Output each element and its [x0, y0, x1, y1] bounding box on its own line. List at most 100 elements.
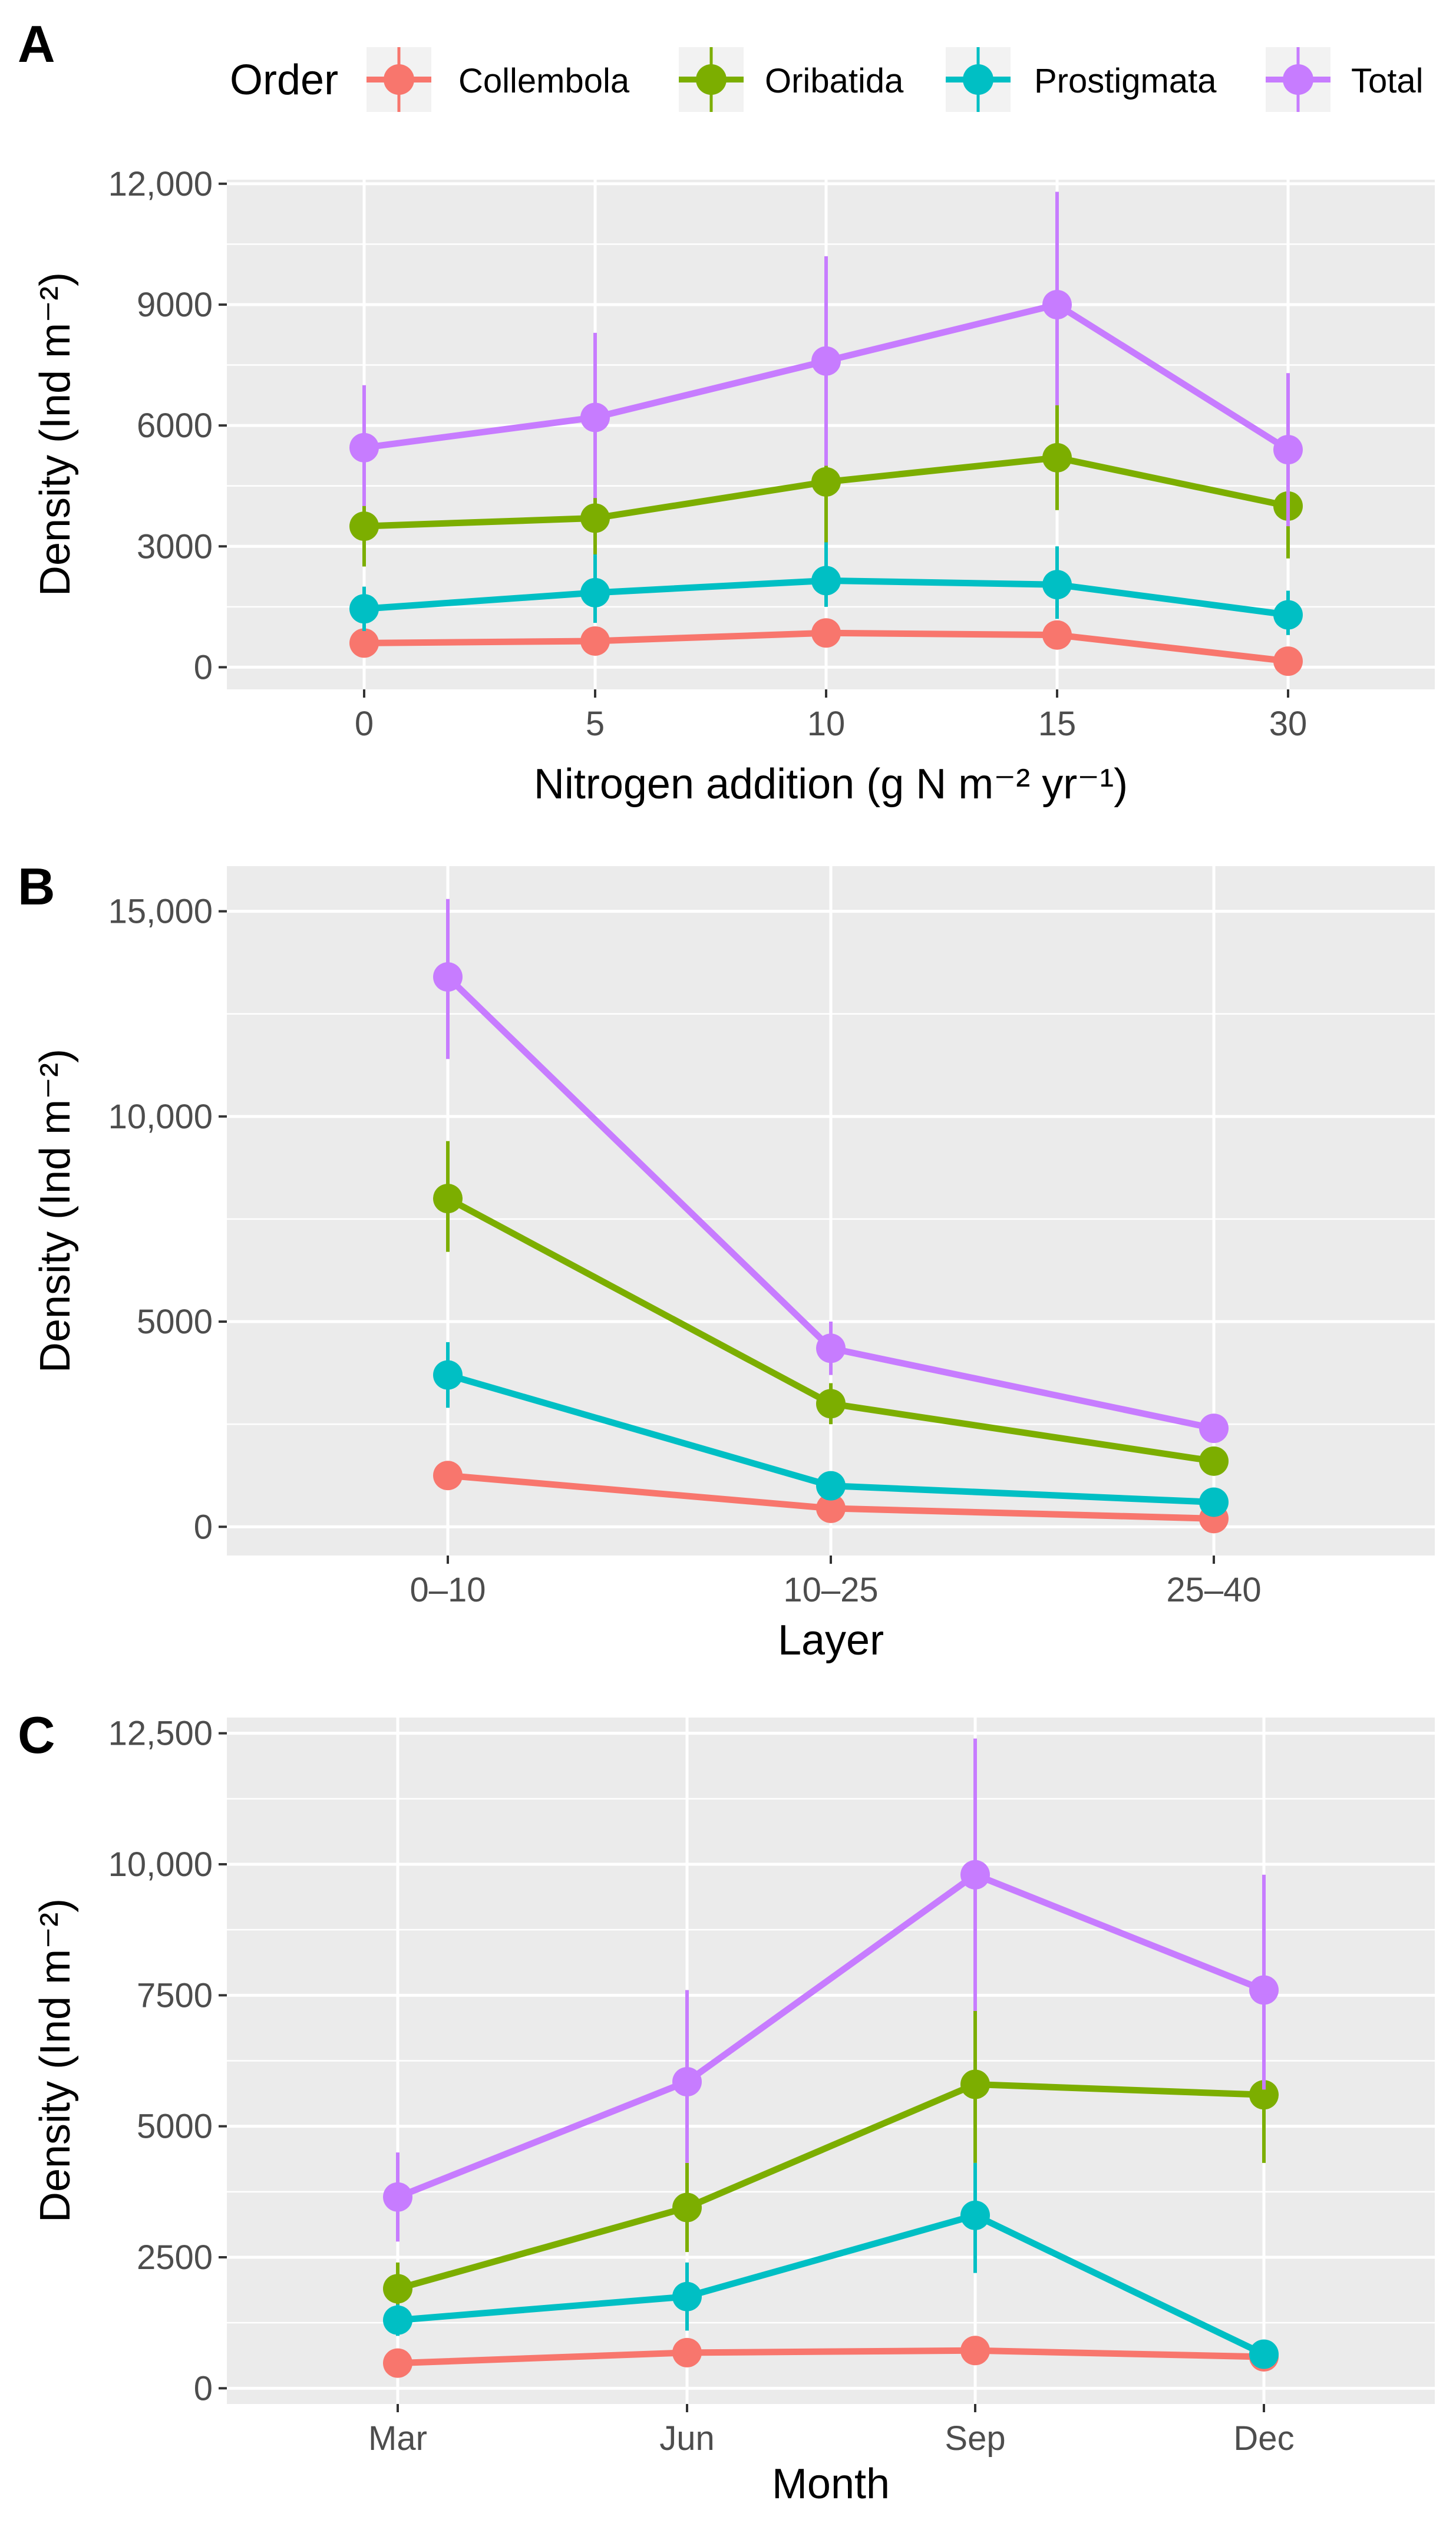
- panel-c: 0 2500 5000 7500 10,000 12,500 Mar Jun Sep Dec Mo…: [32, 1715, 1435, 2508]
- data-point-oribatida: [960, 2069, 990, 2099]
- data-point-collembola: [349, 628, 379, 658]
- x-tick-label: 10–25: [783, 1571, 878, 1609]
- panel-b-y-axis-title: Density (Ind m⁻²): [32, 1049, 79, 1373]
- data-point-total: [672, 2067, 702, 2097]
- data-point-prostigmata: [1042, 570, 1072, 600]
- x-tick-label: 10: [807, 705, 846, 743]
- panel-letter-c: C: [18, 1706, 55, 1764]
- data-point-oribatida: [1199, 1446, 1229, 1476]
- data-point-collembola: [433, 1461, 463, 1491]
- panel-b-data: [433, 899, 1229, 1534]
- data-point-total: [383, 2182, 412, 2212]
- y-tick-label: 3000: [137, 527, 213, 566]
- data-point-total: [349, 432, 379, 463]
- data-point-prostigmata: [811, 566, 841, 596]
- series-line-prostigmata: [397, 2212, 1266, 2357]
- panel-a-data: [349, 191, 1303, 676]
- data-point-total: [811, 346, 841, 376]
- x-tick-label: 0: [355, 705, 374, 743]
- data-point-oribatida: [1042, 442, 1072, 473]
- data-point-collembola: [816, 1493, 846, 1523]
- series-line-collembola: [397, 2347, 1264, 2367]
- panel-letter-b: B: [18, 857, 55, 916]
- data-point-oribatida: [580, 503, 610, 533]
- legend: Order Collembola Oribatida Prostigmata: [230, 47, 1424, 112]
- data-point-oribatida: [383, 2274, 412, 2304]
- panel-a-axes: 0 3000 6000 9000 12,000 0 5 10 15 30: [108, 165, 1308, 743]
- x-tick-label: 5: [586, 705, 605, 743]
- data-point-collembola: [580, 626, 610, 656]
- data-point-collembola: [1042, 620, 1072, 650]
- legend-label: Prostigmata: [1034, 62, 1217, 100]
- data-point-collembola: [1273, 646, 1303, 676]
- panel-letter-a: A: [18, 15, 55, 73]
- data-point-total: [1042, 289, 1072, 319]
- y-tick-label: 15,000: [108, 893, 213, 931]
- panel-c-grid: [227, 1718, 1435, 2404]
- panel-a: 0 3000 6000 9000 12,000 0 5 10 15 30 Nitrogen add…: [32, 165, 1435, 808]
- panel-b-x-axis-title: Layer: [778, 1617, 884, 1664]
- x-tick-label: Sep: [945, 2419, 1005, 2458]
- data-point-prostigmata: [960, 2200, 990, 2230]
- y-tick-label: 2500: [137, 2238, 213, 2277]
- legend-key-point: [1283, 64, 1313, 95]
- x-tick-label: Mar: [368, 2419, 427, 2458]
- panel-b-axes: 0 5000 10,000 15,000 0–10 10–25 25–40: [108, 893, 1262, 1609]
- data-point-total: [960, 1860, 990, 1890]
- panel-c-data: [383, 1738, 1279, 2378]
- data-point-prostigmata: [1273, 600, 1303, 630]
- y-tick-label: 10,000: [108, 1845, 213, 1884]
- y-tick-label: 5000: [137, 2108, 213, 2146]
- legend-entry-total: Total: [1266, 47, 1424, 112]
- data-point-prostigmata: [816, 1471, 846, 1501]
- legend-label: Oribatida: [765, 62, 904, 100]
- data-point-prostigmata: [349, 594, 379, 624]
- y-tick-label: 12,500: [108, 1715, 213, 1753]
- data-point-prostigmata: [383, 2305, 412, 2335]
- data-point-total: [1273, 435, 1303, 465]
- panel-a-y-axis-title: Density (Ind m⁻²): [32, 272, 79, 596]
- panel-b: 0 5000 10,000 15,000 0–10 10–25 25–40 Layer De…: [32, 866, 1435, 1664]
- data-point-total: [816, 1333, 846, 1363]
- data-point-prostigmata: [1249, 2339, 1279, 2369]
- legend-key-point: [384, 64, 414, 95]
- y-tick-label: 0: [194, 1508, 213, 1546]
- data-point-prostigmata: [672, 2281, 702, 2311]
- data-point-prostigmata: [433, 1360, 463, 1390]
- y-tick-label: 10,000: [108, 1098, 213, 1136]
- x-tick-label: 15: [1038, 705, 1077, 743]
- y-tick-label: 7500: [137, 1976, 213, 2015]
- data-point-prostigmata: [580, 577, 610, 607]
- legend-label: Total: [1351, 62, 1424, 100]
- data-point-oribatida: [1249, 2080, 1279, 2110]
- data-point-oribatida: [433, 1184, 463, 1214]
- data-point-prostigmata: [1199, 1487, 1229, 1517]
- data-point-total: [1249, 1975, 1279, 2005]
- data-point-oribatida: [349, 511, 379, 541]
- data-point-total: [1199, 1414, 1229, 1444]
- data-point-collembola: [960, 2336, 990, 2366]
- data-point-oribatida: [816, 1389, 846, 1419]
- y-tick-label: 0: [194, 648, 213, 686]
- data-point-oribatida: [811, 467, 841, 497]
- legend-entry-oribatida: Oribatida: [679, 47, 904, 112]
- legend-label: Collembola: [458, 62, 630, 100]
- panel-c-y-axis-title: Density (Ind m⁻²): [32, 1898, 79, 2223]
- x-tick-label: 30: [1269, 705, 1308, 743]
- x-tick-label: 0–10: [410, 1571, 486, 1609]
- series-line-oribatida: [397, 2081, 1264, 2292]
- legend-entry-collembola: Collembola: [367, 47, 630, 112]
- y-tick-label: 5000: [137, 1303, 213, 1341]
- y-tick-label: 9000: [137, 286, 213, 324]
- panel-c-axes: 0 2500 5000 7500 10,000 12,500 Mar Jun Sep Dec: [108, 1715, 1295, 2458]
- legend-title: Order: [230, 57, 338, 104]
- series-line-total: [396, 1871, 1266, 2200]
- y-tick-label: 12,000: [108, 165, 213, 203]
- legend-entry-prostigmata: Prostigmata: [946, 47, 1217, 112]
- y-tick-label: 0: [194, 2369, 213, 2408]
- data-point-collembola: [811, 618, 841, 648]
- x-tick-label: Jun: [659, 2419, 715, 2458]
- x-tick-label: 25–40: [1166, 1571, 1261, 1609]
- legend-key-point: [963, 64, 993, 95]
